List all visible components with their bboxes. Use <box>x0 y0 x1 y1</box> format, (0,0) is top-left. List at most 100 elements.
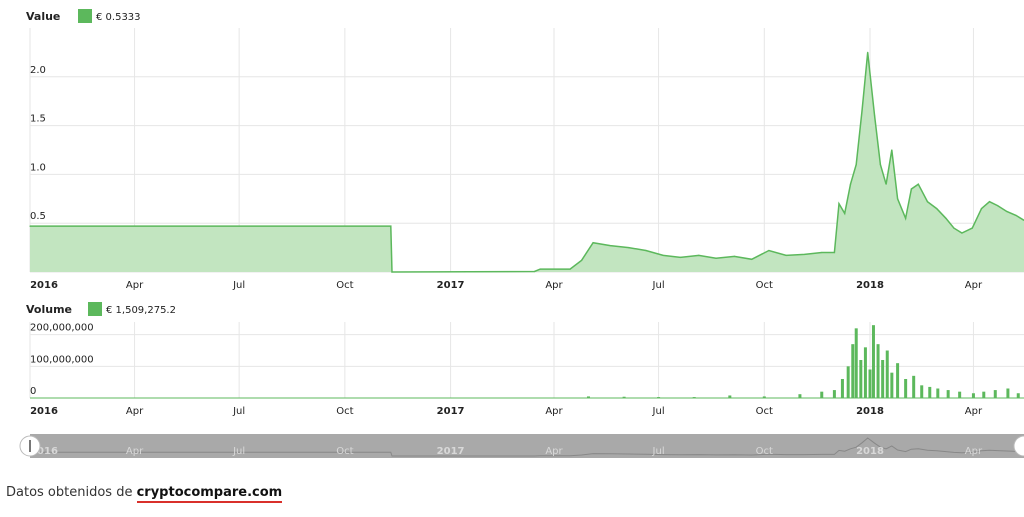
navigator-x-tick-label: Jul <box>652 446 665 457</box>
value-point <box>539 268 541 270</box>
volume-bar <box>820 391 824 398</box>
volume-bar <box>876 344 880 398</box>
value-point <box>609 245 611 247</box>
volume-y-tick-label: 200,000,000 <box>30 323 94 334</box>
volume-bar <box>846 366 850 398</box>
value-point <box>785 254 787 257</box>
value-point <box>971 227 973 229</box>
value-x-tick-label: 2017 <box>437 280 465 291</box>
volume-x-tick-label: Apr <box>545 406 563 417</box>
data-source-link[interactable]: cryptocompare.com <box>136 485 283 503</box>
value-point <box>533 270 536 273</box>
volume-bar <box>890 372 894 398</box>
navigator-x-tick-label: Apr <box>965 446 983 457</box>
navigator-x-tick-label: Jul <box>232 446 245 457</box>
value-point <box>645 249 647 252</box>
value-point <box>844 212 846 215</box>
volume-bar <box>920 385 924 398</box>
volume-bar <box>863 347 867 398</box>
value-point <box>662 254 664 257</box>
value-point <box>996 205 999 207</box>
volume-legend-value: € 1,509,275.2 <box>106 305 176 316</box>
volume-bar <box>936 388 940 398</box>
value-points <box>29 51 1024 273</box>
value-area <box>30 52 1024 273</box>
volume-bar <box>871 325 875 398</box>
volume-bar <box>832 390 836 398</box>
value-y-tick-label: 1.0 <box>30 162 46 173</box>
volume-panel-label: Volume <box>26 303 72 316</box>
volume-bar <box>881 360 885 398</box>
volume-x-tick-label: Jul <box>232 406 245 417</box>
value-point <box>29 225 31 227</box>
data-source-note: Datos obtenidos de cryptocompare.com <box>6 485 283 503</box>
value-point <box>917 183 919 185</box>
value-point <box>679 256 682 258</box>
data-source-prefix: Datos obtenidos de <box>6 485 137 500</box>
volume-x-tick-label: 2017 <box>437 406 465 417</box>
volume-bar <box>762 396 766 398</box>
value-point <box>1015 214 1017 216</box>
navigator-x-tick-label: 2017 <box>437 446 465 457</box>
volume-x-tick-label: Oct <box>756 406 773 417</box>
value-point <box>961 232 963 234</box>
volume-bar <box>1016 393 1020 398</box>
value-point <box>569 268 571 270</box>
navigator-x-tick-label: Apr <box>126 446 144 457</box>
value-point <box>733 255 736 257</box>
volume-bar <box>982 391 986 398</box>
value-x-tick-label: Jul <box>652 280 665 291</box>
value-x-tick-label: Jul <box>232 280 245 291</box>
volume-bar <box>854 328 858 398</box>
volume-x-tick-label: Apr <box>126 406 144 417</box>
volume-bar <box>622 396 626 398</box>
navigator-line <box>30 437 1024 457</box>
value-legend-value: € 0.5333 <box>96 12 141 23</box>
volume-bar <box>971 393 975 398</box>
price-volume-chart: Value € 0.5333 0.00.51.01.52.0 2016AprJu… <box>19 9 1024 458</box>
value-x-tick-label: Apr <box>965 280 983 291</box>
value-x-axis: 2016 Apr Jul Oct 2017 Apr Jul Oct 2018 Apr <box>30 280 983 291</box>
value-point <box>936 207 938 210</box>
value-point <box>821 251 823 254</box>
volume-bar <box>993 390 997 398</box>
volume-bar <box>840 379 844 398</box>
value-y-tick-label: 1.5 <box>30 114 46 125</box>
volume-x-tick-label: 2018 <box>856 406 884 417</box>
value-point <box>592 242 594 244</box>
value-point <box>891 149 893 151</box>
value-x-tick-label: Apr <box>126 280 144 291</box>
navigator-x-tick-label: Apr <box>545 446 563 457</box>
volume-legend-swatch <box>88 302 102 316</box>
value-point <box>879 164 881 166</box>
value-point <box>698 254 700 257</box>
value-point <box>580 259 583 261</box>
value-point <box>768 249 770 252</box>
value-point <box>849 183 852 185</box>
volume-bar <box>586 396 590 398</box>
volume-x-axis: 2016 Apr Jul Oct 2017 Apr Jul Oct 2018 Apr <box>30 406 983 417</box>
value-y-tick-label: 2.0 <box>30 65 46 76</box>
navigator-right-handle[interactable] <box>1013 435 1024 457</box>
value-point <box>926 201 929 203</box>
value-x-tick-label: Oct <box>756 280 773 291</box>
volume-bar <box>896 363 900 398</box>
volume-x-tick-label: Oct <box>336 406 353 417</box>
value-panel-label: Value <box>26 10 60 23</box>
volume-bar <box>958 391 962 398</box>
value-point <box>803 253 806 256</box>
value-line <box>30 52 1024 273</box>
value-point <box>838 203 840 205</box>
volume-bar <box>912 375 916 398</box>
volume-y-axis: 0 100,000,000 200,000,000 <box>30 323 94 397</box>
value-x-tick-label: 2016 <box>30 280 58 291</box>
navigator-x-tick-label: Oct <box>336 446 353 457</box>
volume-x-tick-label: 2016 <box>30 406 58 417</box>
value-point <box>867 51 869 54</box>
volume-bar <box>1006 388 1010 398</box>
value-legend-swatch <box>78 9 92 23</box>
volume-bars <box>30 325 1024 399</box>
navigator-x-tick-label: 2016 <box>30 446 58 457</box>
volume-bar <box>946 390 950 398</box>
value-point <box>833 251 835 254</box>
